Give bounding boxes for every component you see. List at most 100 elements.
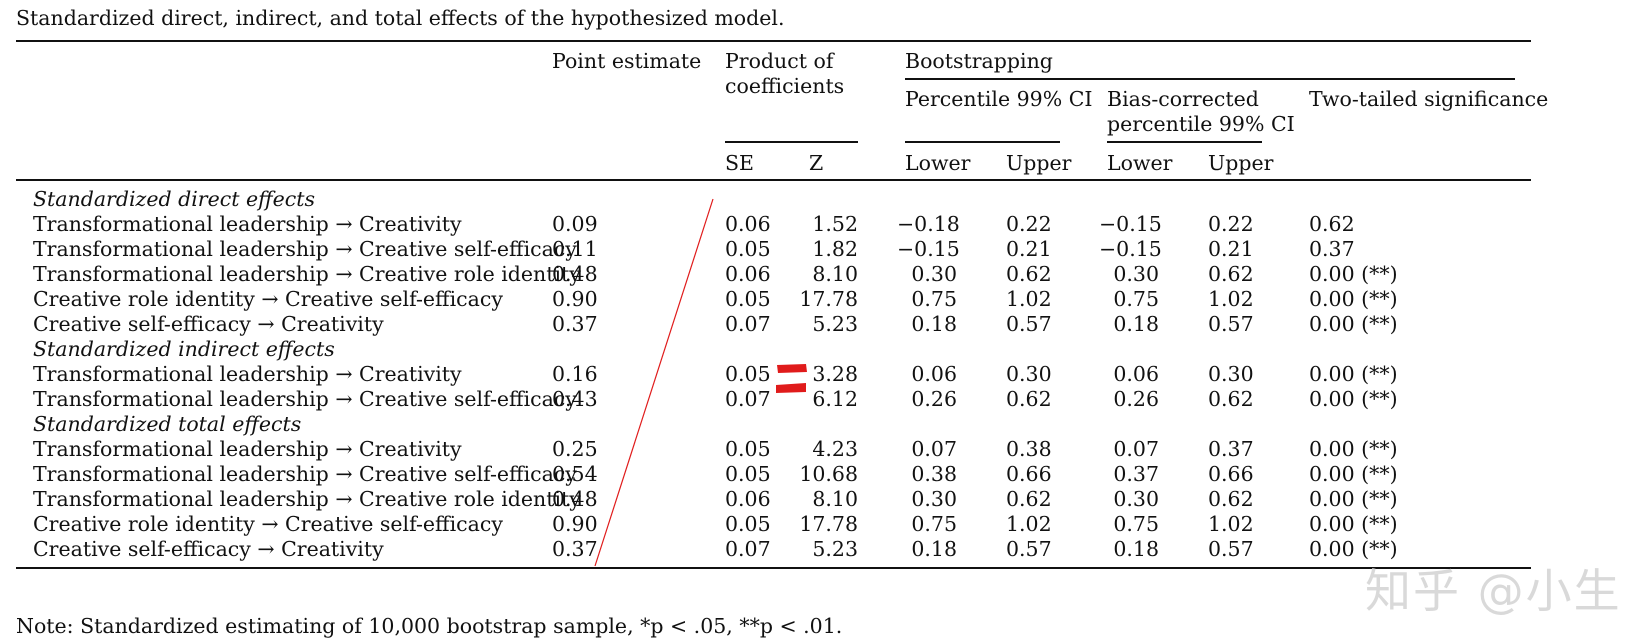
point-estimate-cell: 0.37 (552, 312, 598, 336)
significance-cell: 0.00 (**) (1309, 437, 1398, 461)
header-bias-line1: Bias-corrected (1107, 87, 1259, 111)
watermark: 知乎 @小生 (1365, 564, 1622, 618)
effect-label: Transformational leadership → Creative s… (33, 237, 577, 261)
percentile-lower-cell: 0.75 (911, 512, 957, 536)
header-product-line2: coefficients (725, 74, 845, 98)
significance-cell: 0.37 (1309, 237, 1355, 261)
bias-upper-cell: 0.30 (1208, 362, 1254, 386)
significance-cell: 0.00 (**) (1309, 287, 1398, 311)
percentile-upper-cell: 0.22 (1006, 212, 1052, 236)
header-bias-upper: Upper (1208, 151, 1274, 175)
percentile-lower-cell: 0.18 (911, 537, 957, 561)
product-rule (725, 141, 858, 143)
annotation-mark (776, 383, 806, 393)
point-estimate-cell: 0.48 (552, 487, 598, 511)
z-cell: 6.12 (812, 387, 858, 411)
table-caption: Standardized direct, indirect, and total… (16, 6, 785, 30)
header-two-tailed: Two-tailed significance (1309, 87, 1549, 111)
point-estimate-cell: 0.25 (552, 437, 598, 461)
percentile-upper-cell: 0.57 (1006, 537, 1052, 561)
table-note: Note: Standardized estimating of 10,000 … (16, 614, 843, 638)
se-cell: 0.05 (725, 512, 771, 536)
se-cell: 0.07 (725, 312, 771, 336)
percentile-upper-cell: 0.21 (1006, 237, 1052, 261)
percentile-upper-cell: 0.62 (1006, 487, 1052, 511)
percentile-upper-cell: 0.62 (1006, 387, 1052, 411)
point-estimate-cell: 0.09 (552, 212, 598, 236)
percentile-lower-cell: 0.06 (911, 362, 957, 386)
effect-label: Creative role identity → Creative self-e… (33, 512, 503, 536)
effect-label: Transformational leadership → Creative r… (33, 487, 581, 511)
z-cell: 17.78 (799, 287, 858, 311)
bias-lower-cell: 0.18 (1113, 312, 1159, 336)
bias-upper-cell: 0.22 (1208, 212, 1254, 236)
bias-lower-cell: 0.37 (1113, 462, 1159, 486)
bias-upper-cell: 0.57 (1208, 537, 1254, 561)
percentile-lower-cell: −0.18 (897, 212, 960, 236)
top-rule (16, 40, 1531, 42)
z-cell: 17.78 (799, 512, 858, 536)
bias-upper-cell: 0.21 (1208, 237, 1254, 261)
bias-upper-cell: 1.02 (1208, 287, 1254, 311)
bias-upper-cell: 0.57 (1208, 312, 1254, 336)
bias-lower-cell: 0.26 (1113, 387, 1159, 411)
bias-lower-cell: 0.07 (1113, 437, 1159, 461)
percentile-lower-cell: 0.30 (911, 262, 957, 286)
effect-label: Transformational leadership → Creative s… (33, 462, 577, 486)
percentile-rule (905, 141, 1060, 143)
se-cell: 0.06 (725, 487, 771, 511)
annotation-diagonal-line (594, 198, 714, 567)
significance-cell: 0.00 (**) (1309, 512, 1398, 536)
effect-label: Transformational leadership → Creative s… (33, 387, 577, 411)
bias-rule (1107, 141, 1262, 143)
significance-cell: 0.00 (**) (1309, 387, 1398, 411)
bias-upper-cell: 0.62 (1208, 262, 1254, 286)
bias-lower-cell: 0.18 (1113, 537, 1159, 561)
point-estimate-cell: 0.11 (552, 237, 598, 261)
header-percentile-ci: Percentile 99% CI (905, 87, 1093, 111)
effect-label: Transformational leadership → Creativity (33, 362, 462, 386)
effect-label: Transformational leadership → Creative r… (33, 262, 581, 286)
se-cell: 0.05 (725, 237, 771, 261)
z-cell: 1.52 (812, 212, 858, 236)
significance-cell: 0.00 (**) (1309, 312, 1398, 336)
percentile-upper-cell: 1.02 (1006, 287, 1052, 311)
se-cell: 0.07 (725, 387, 771, 411)
significance-cell: 0.00 (**) (1309, 262, 1398, 286)
point-estimate-cell: 0.48 (552, 262, 598, 286)
z-cell: 5.23 (812, 537, 858, 561)
z-cell: 10.68 (799, 462, 858, 486)
percentile-lower-cell: 0.38 (911, 462, 957, 486)
header-bottom-rule (16, 179, 1531, 181)
header-z: Z (809, 151, 824, 175)
point-estimate-cell: 0.43 (552, 387, 598, 411)
effect-label: Creative role identity → Creative self-e… (33, 287, 503, 311)
percentile-lower-cell: 0.18 (911, 312, 957, 336)
effect-label: Creative self-efficacy → Creativity (33, 537, 384, 561)
section-title: Standardized total effects (33, 412, 302, 436)
header-product-line1: Product of (725, 49, 834, 73)
percentile-upper-cell: 0.62 (1006, 262, 1052, 286)
percentile-lower-cell: 0.26 (911, 387, 957, 411)
se-cell: 0.07 (725, 537, 771, 561)
header-bias-line2: percentile 99% CI (1107, 112, 1295, 136)
bias-lower-cell: 0.30 (1113, 487, 1159, 511)
percentile-upper-cell: 0.38 (1006, 437, 1052, 461)
se-cell: 0.05 (725, 462, 771, 486)
point-estimate-cell: 0.90 (552, 512, 598, 536)
se-cell: 0.06 (725, 212, 771, 236)
bias-lower-cell: 0.30 (1113, 262, 1159, 286)
bias-upper-cell: 1.02 (1208, 512, 1254, 536)
effect-label: Transformational leadership → Creativity (33, 437, 462, 461)
annotation-mark (777, 364, 807, 373)
effect-label: Creative self-efficacy → Creativity (33, 312, 384, 336)
se-cell: 0.05 (725, 287, 771, 311)
percentile-upper-cell: 1.02 (1006, 512, 1052, 536)
z-cell: 3.28 (812, 362, 858, 386)
se-cell: 0.05 (725, 437, 771, 461)
significance-cell: 0.00 (**) (1309, 362, 1398, 386)
percentile-upper-cell: 0.30 (1006, 362, 1052, 386)
bias-upper-cell: 0.66 (1208, 462, 1254, 486)
bias-lower-cell: −0.15 (1099, 212, 1162, 236)
